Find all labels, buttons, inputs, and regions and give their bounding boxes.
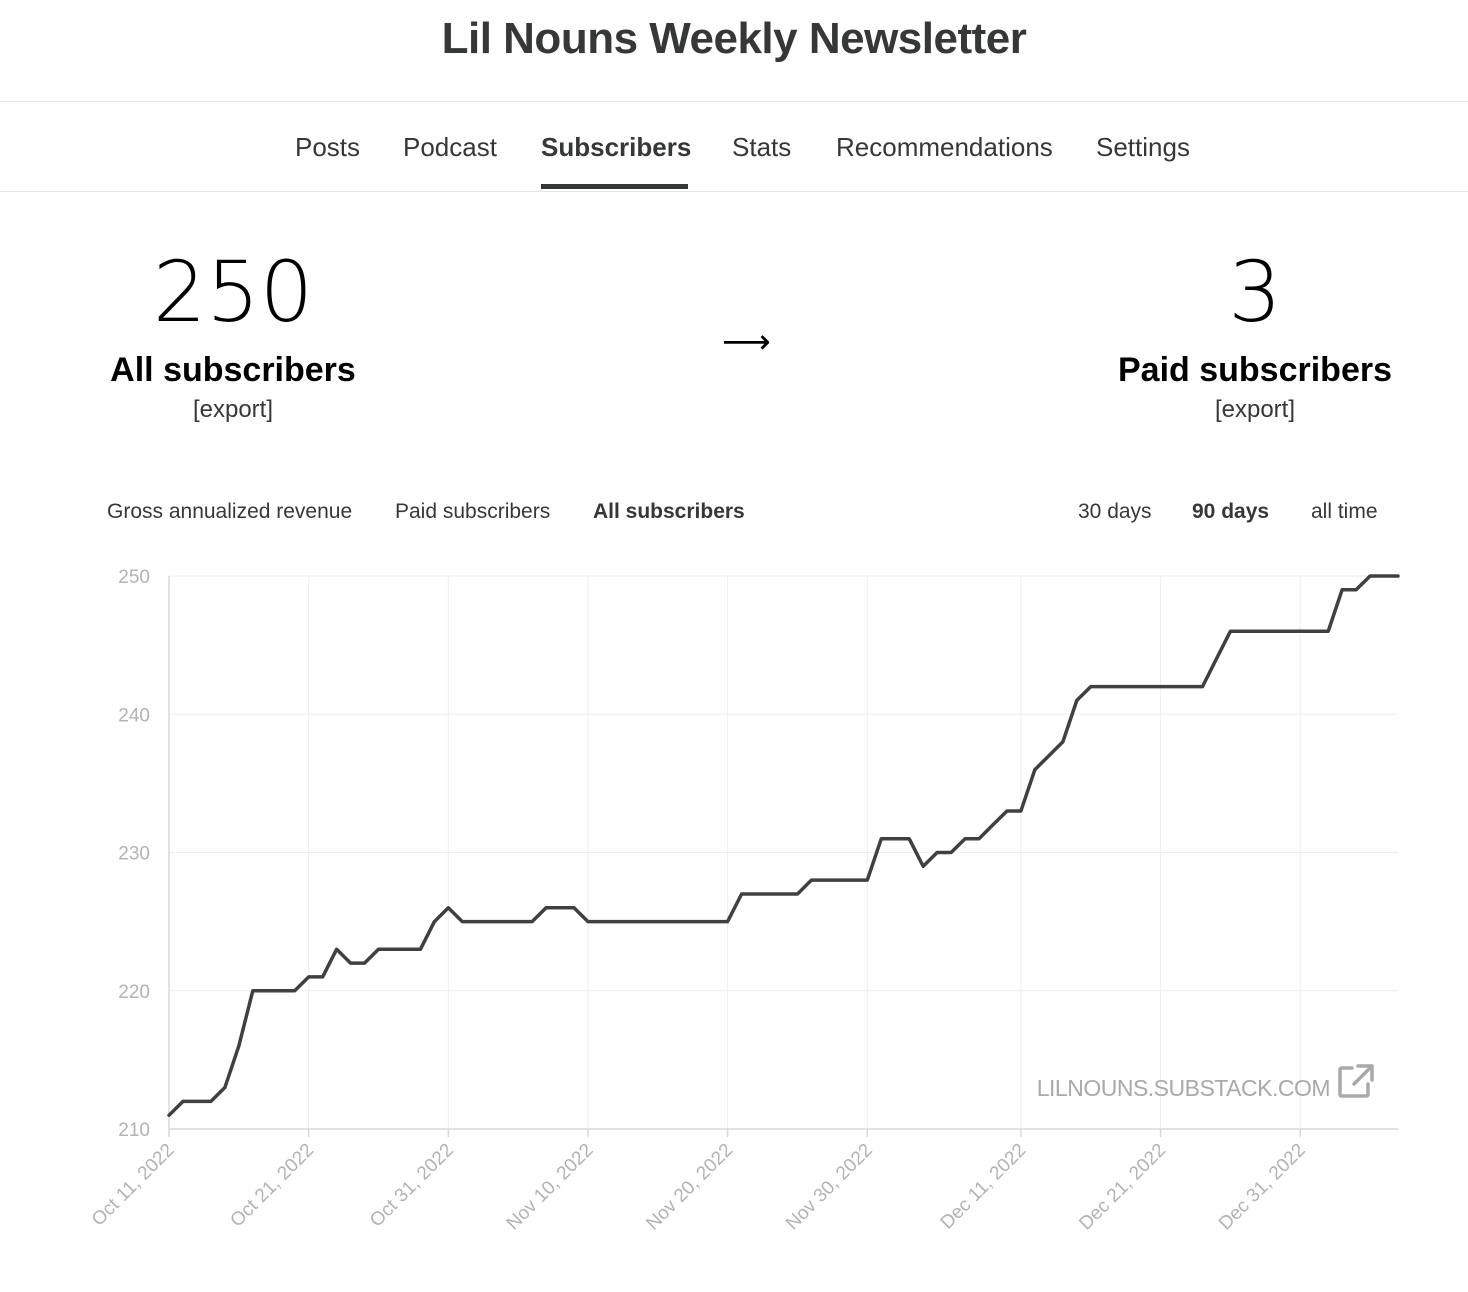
dashboard-nav: Posts Podcast Subscribers Stats Recommen… <box>0 102 1468 192</box>
paid-subscribers-count: 3 <box>1228 243 1282 341</box>
active-tab-underline <box>541 184 688 189</box>
metric-paid-subscribers[interactable]: Paid subscribers <box>395 500 551 523</box>
x-tick-label: Oct 31, 2022 <box>366 1140 458 1232</box>
x-tick-label: Nov 30, 2022 <box>782 1140 877 1235</box>
metric-gross-annualized-revenue[interactable]: Gross annualized revenue <box>107 500 353 523</box>
arrow-icon: ⟶ <box>722 323 771 361</box>
export-paid-subscribers-link[interactable]: [export] <box>1214 396 1296 423</box>
series-line <box>167 574 1400 1117</box>
publication-header: Lil Nouns Weekly Newsletter <box>0 0 1468 102</box>
external-link-icon[interactable] <box>1338 1064 1374 1098</box>
y-tick-label: 240 <box>118 705 150 726</box>
tab-podcast[interactable]: Podcast <box>403 132 497 162</box>
y-tick-label: 210 <box>118 1120 150 1141</box>
y-tick-label: 250 <box>118 567 150 588</box>
x-tick-label: Nov 20, 2022 <box>642 1140 737 1235</box>
publication-title[interactable]: Lil Nouns Weekly Newsletter <box>441 14 1027 63</box>
x-tick-label: Nov 10, 2022 <box>503 1140 598 1235</box>
paid-subscribers-summary: 3 Paid subscribers [export] <box>1105 250 1405 424</box>
tab-subscribers[interactable]: Subscribers <box>541 132 692 162</box>
paid-subscribers-label: Paid subscribers <box>1117 351 1392 389</box>
tab-posts[interactable]: Posts <box>295 132 361 162</box>
range-all-time[interactable]: all time <box>1311 500 1378 523</box>
x-tick-label: Dec 31, 2022 <box>1215 1140 1310 1235</box>
tab-settings[interactable]: Settings <box>1096 132 1190 162</box>
all-subscribers-label: All subscribers <box>110 351 356 389</box>
all-subscribers-count: 250 <box>152 243 314 341</box>
range-30-days[interactable]: 30 days <box>1078 500 1152 523</box>
tab-recommendations[interactable]: Recommendations <box>836 132 1053 162</box>
metric-all-subscribers[interactable]: All subscribers <box>593 500 745 523</box>
x-tick-label: Oct 21, 2022 <box>226 1140 318 1232</box>
x-tick-label: Dec 11, 2022 <box>937 1140 1031 1234</box>
range-90-days[interactable]: 90 days <box>1192 500 1270 523</box>
watermark[interactable]: LILNOUNS.SUBSTACK.COM <box>1037 1064 1374 1101</box>
y-tick-label: 220 <box>118 982 150 1003</box>
all-subscribers-summary: 250 All subscribers [export] <box>83 250 383 424</box>
x-tick-label: Oct 11, 2022 <box>88 1140 179 1231</box>
x-tick-label: Dec 21, 2022 <box>1075 1140 1170 1235</box>
subscribers-chart: 210 220 230 240 250 Oct 11, 2022 Oct 21, 2022 O… <box>88 567 1400 1235</box>
export-all-subscribers-link[interactable]: [export] <box>192 396 274 423</box>
tab-stats[interactable]: Stats <box>732 132 792 162</box>
y-tick-label: 230 <box>118 844 150 865</box>
watermark-text[interactable]: LILNOUNS.SUBSTACK.COM <box>1037 1075 1331 1101</box>
